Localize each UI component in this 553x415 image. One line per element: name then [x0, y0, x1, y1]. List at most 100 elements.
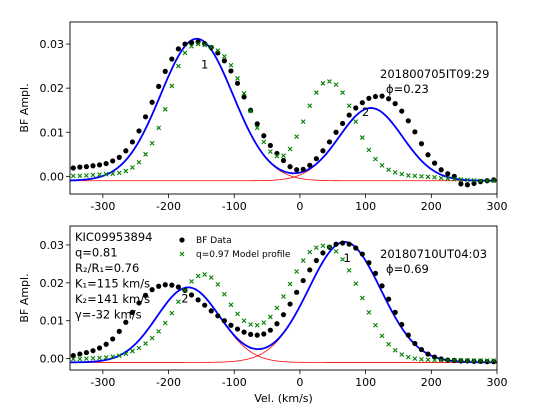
model-profile-point	[84, 356, 89, 362]
info-line: R₂/R₁=0.76	[75, 261, 139, 275]
model-profile-point	[432, 357, 437, 363]
model-profile-point	[438, 175, 444, 181]
model-profile-point	[176, 299, 181, 305]
model-profile-point	[221, 291, 227, 297]
model-profile-point	[162, 106, 168, 112]
model-profile-point	[379, 162, 385, 168]
bf-data-point	[438, 356, 444, 362]
x-tick-label: 300	[487, 376, 508, 389]
model-profile-point	[202, 42, 208, 48]
model-profile-point	[221, 54, 227, 59]
info-line: K₂=141 km/s	[75, 292, 150, 306]
model-profile-point	[261, 139, 267, 145]
model-profile-point	[169, 310, 175, 316]
bf-data-point	[431, 160, 438, 166]
model-profile-point	[103, 171, 109, 177]
model-profile-point	[346, 103, 352, 109]
model-profile-point	[300, 258, 306, 263]
bf-data-point	[70, 165, 76, 171]
bf-data-point	[162, 68, 168, 74]
model-profile-point	[149, 335, 155, 341]
model-profile-point	[136, 345, 142, 351]
info-line: KIC09953894	[75, 230, 153, 244]
model-profile-point	[248, 108, 254, 114]
bf-data-point	[280, 312, 287, 318]
bf-data-point	[77, 351, 83, 357]
model-profile-point	[281, 294, 286, 299]
model-profile-point	[405, 354, 411, 360]
bf-data-point	[136, 128, 142, 134]
legend: BF Data q=0.97 Model profile	[179, 236, 291, 260]
bf-data-point	[136, 300, 142, 306]
model-profile-point	[149, 140, 155, 146]
bf-data-point	[248, 107, 254, 113]
bf-data-point	[149, 287, 155, 293]
bf-data-point	[399, 108, 405, 114]
x-tick-label: 100	[355, 200, 376, 213]
model-profile-point	[313, 90, 319, 95]
model-profile-point	[379, 333, 385, 339]
model-profile-point	[143, 341, 148, 346]
model-profile-point	[412, 173, 418, 179]
model-profile-point	[484, 358, 490, 363]
model-profile-point	[419, 357, 424, 362]
bf-data-point	[386, 96, 392, 102]
model-profile-point	[235, 311, 240, 317]
bf-data-point	[90, 163, 96, 169]
model-profile-point	[228, 62, 234, 68]
bf-data-point	[241, 94, 247, 100]
model-profile-point	[340, 90, 346, 95]
bf-data-point	[156, 283, 162, 289]
bf-data-point	[267, 142, 273, 149]
model-profile-point	[274, 305, 280, 311]
bf-data-point	[313, 156, 319, 162]
model-profile-point	[110, 171, 116, 177]
info-line: K₁=115 km/s	[75, 277, 150, 291]
model-profile-point	[97, 172, 102, 177]
model-profile-point	[392, 347, 398, 353]
bf-data-point	[280, 157, 287, 164]
model-profile-point	[182, 50, 188, 56]
legend-label: q=0.97 Model profile	[196, 250, 291, 260]
model-profile-point	[176, 63, 181, 69]
y-tick-label: 0.01	[40, 126, 65, 139]
bf-data-point	[248, 331, 254, 337]
bf-data-point	[202, 41, 208, 47]
bf-data-point	[346, 241, 352, 247]
model-profile-point	[386, 167, 391, 173]
bf-data-point	[372, 93, 379, 100]
model-profile-point	[405, 173, 411, 178]
bf-data-point	[116, 328, 122, 334]
y-tick-label: 0.03	[40, 38, 65, 51]
bf-data-point	[412, 340, 418, 347]
axes-frame	[69, 225, 498, 371]
model-profile-point	[294, 134, 300, 140]
bf-data-point	[425, 351, 431, 357]
panel-2: -300 -200 -100 0 100 200 300 0.00 0.01 0.02 0.03 BF…	[18, 225, 508, 405]
info-line: γ=-32 km/s	[75, 308, 142, 322]
model-profile-point	[77, 173, 83, 179]
x-tick-label: 200	[421, 200, 442, 213]
model-profile-point	[228, 302, 234, 308]
bf-data-point	[188, 292, 195, 298]
panel-1: -300 -200 -100 0 100 200 300 0.00 0.01 0.02 0.03 BF…	[18, 21, 508, 213]
bf-data-point	[451, 173, 457, 179]
bf-data-point	[386, 296, 392, 302]
legend-marker-bf-data	[179, 237, 185, 243]
model-profile-point	[123, 351, 129, 357]
model-profile-point	[248, 322, 254, 327]
bf-data-point	[103, 341, 109, 347]
x-tick-label: 300	[487, 200, 508, 213]
bf-data-point	[90, 348, 96, 354]
model-profile-point	[478, 358, 483, 363]
bf-data-point	[149, 99, 155, 105]
model-profile-point	[359, 135, 365, 140]
model-profile-point	[162, 320, 168, 326]
bf-data-point	[261, 133, 267, 139]
model-profile-point	[432, 174, 437, 180]
bf-data-point	[372, 270, 379, 276]
model-profile-point	[359, 295, 365, 301]
bf-data-point	[340, 240, 346, 246]
model-profile-point	[202, 272, 208, 277]
bf-data-point	[287, 301, 293, 307]
